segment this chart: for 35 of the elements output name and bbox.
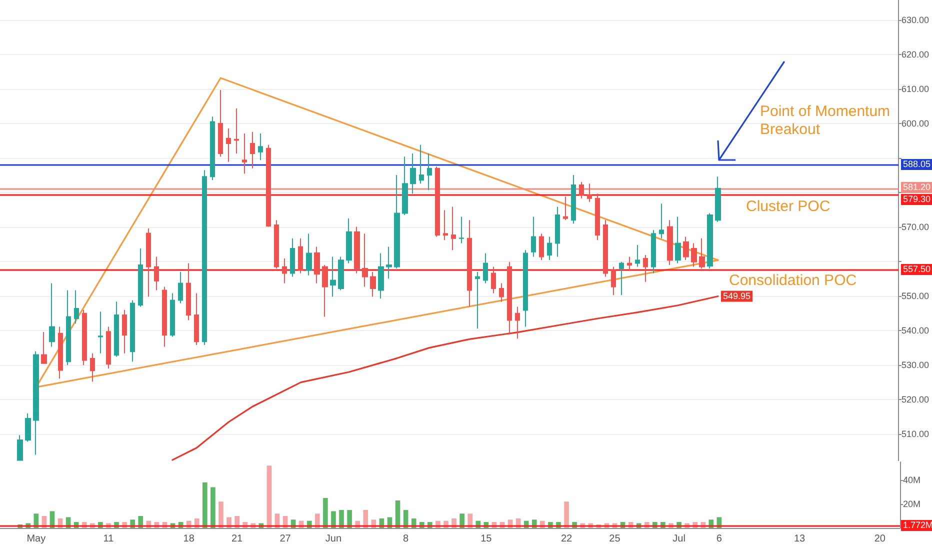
x-tick-label: Jun (325, 534, 342, 544)
x-tick-label: 8 (403, 534, 410, 544)
x-tick-label: 11 (103, 534, 114, 544)
y-tick-label: 520.00 (901, 394, 930, 405)
x-tick-label: Jul (672, 534, 686, 544)
ref-line-label: 581.20 (901, 182, 932, 194)
annotation: Consolidation POC (729, 272, 858, 290)
annotation: Point of Momentum Breakout (760, 103, 892, 139)
ref-line-label: 1.772M (901, 520, 932, 531)
y-tick-label: 550.00 (901, 291, 930, 302)
y-tick-label: 510.00 (901, 429, 930, 440)
ref-line-label: 579.30 (901, 194, 932, 206)
y-tick-label: 620.00 (901, 50, 930, 60)
x-tick-label: 15 (480, 534, 492, 544)
y-tick-label: 630.00 (901, 15, 930, 26)
ref-line-label: 557.50 (901, 264, 932, 276)
y-tick-label: 40M (903, 475, 921, 485)
y-tick-label: 600.00 (901, 118, 930, 129)
x-tick-label: 22 (560, 534, 573, 544)
x-tick-label: 20 (874, 534, 886, 544)
x-tick-label: 27 (280, 534, 292, 544)
x-tick-label: 13 (794, 534, 806, 544)
y-tick-label: 540.00 (901, 326, 930, 336)
y-tick-label: 530.00 (901, 360, 930, 370)
x-tick-label: 6 (716, 534, 722, 544)
y-tick-label: 610.00 (901, 84, 930, 94)
y-tick-label: 570.00 (901, 222, 930, 232)
annotation: Cluster POC (746, 198, 832, 216)
y-tick-label: 20M (903, 499, 921, 509)
ref-line-label: 588.05 (901, 158, 932, 170)
x-tick-label: 18 (183, 534, 195, 544)
x-tick-label: 21 (231, 534, 244, 544)
x-tick-label: 25 (609, 534, 621, 544)
x-tick-label: May (26, 534, 46, 544)
data-label: 549.95 (722, 291, 751, 302)
